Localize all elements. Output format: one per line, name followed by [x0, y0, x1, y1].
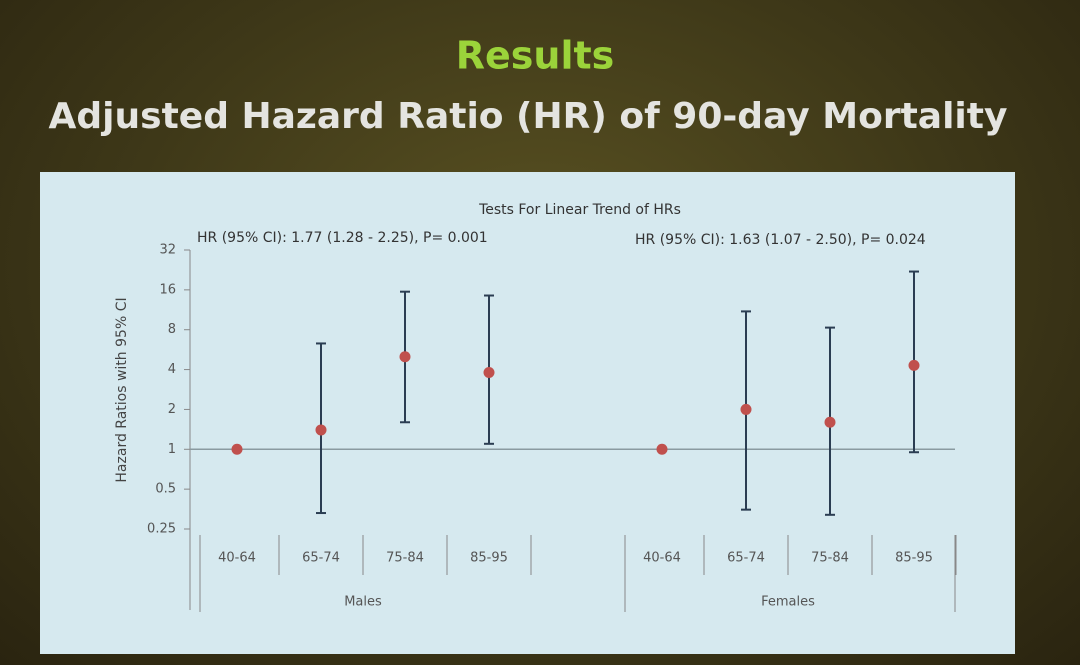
point: [483, 367, 495, 379]
x-tick-label: 65-74: [727, 551, 765, 566]
slide-subtitle: Adjusted Hazard Ratio (HR) of 90-day Mor…: [49, 96, 1008, 137]
annotation: HR (95% CI): 1.63 (1.07 - 2.50), P= 0.02…: [635, 232, 926, 248]
point: [740, 403, 752, 415]
y-tick-label: 2: [168, 402, 176, 417]
x-tick-label: 40-64: [643, 551, 681, 566]
group-label: Males: [344, 595, 382, 610]
y-tick-label: 32: [159, 243, 176, 258]
point: [656, 443, 668, 455]
y-tick-label: 0.25: [147, 522, 176, 537]
y-tick-label: 0.5: [155, 482, 176, 497]
x-tick-label: 85-95: [470, 551, 508, 566]
annotation: HR (95% CI): 1.77 (1.28 - 2.25), P= 0.00…: [197, 230, 488, 246]
y-axis-label: Hazard Ratios with 95% CI: [114, 297, 130, 482]
x-tick-label: 40-64: [218, 551, 256, 566]
chart-panel: [40, 172, 1015, 654]
group-label: Females: [761, 595, 815, 610]
point: [824, 416, 836, 428]
point: [231, 443, 243, 455]
slide-title: Results: [456, 34, 615, 78]
point: [908, 359, 920, 371]
chart-title: Tests For Linear Trend of HRs: [478, 202, 681, 218]
point: [399, 351, 411, 363]
x-tick-label: 85-95: [895, 551, 933, 566]
y-tick-label: 16: [159, 282, 176, 297]
x-tick-label: 65-74: [302, 551, 340, 566]
y-tick-label: 1: [168, 442, 176, 457]
x-tick-label: 75-84: [386, 551, 424, 566]
y-tick-label: 8: [168, 322, 176, 337]
y-tick-label: 4: [168, 362, 176, 377]
point: [315, 424, 327, 436]
x-tick-label: 75-84: [811, 551, 849, 566]
